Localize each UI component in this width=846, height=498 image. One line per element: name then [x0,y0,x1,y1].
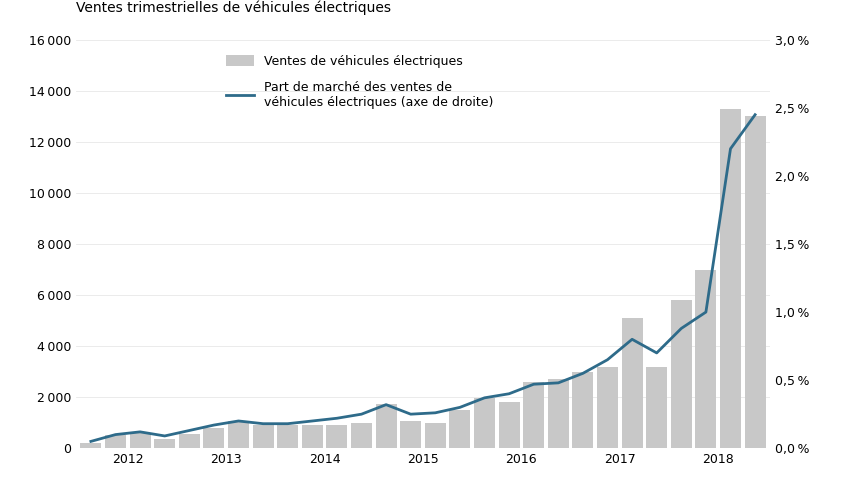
Bar [548,379,569,448]
Bar [154,439,175,448]
Bar [498,402,519,448]
Bar [695,269,717,448]
Legend: Ventes de véhicules électriques, Part de marché des ventes de
véhicules électriq: Ventes de véhicules électriques, Part de… [221,50,498,114]
Bar [646,367,667,448]
Bar [720,109,741,448]
Bar [203,428,224,448]
Bar [573,372,593,448]
Bar [253,425,273,448]
Bar [129,433,151,448]
Bar [425,423,446,448]
Bar [744,117,766,448]
Bar [105,435,126,448]
Bar [671,300,692,448]
Bar [228,421,249,448]
Bar [474,398,495,448]
Bar [302,425,323,448]
Bar [597,367,618,448]
Bar [277,425,298,448]
Bar [351,423,372,448]
Bar [400,421,421,448]
Text: Ventes trimestrielles de véhicules électriques: Ventes trimestrielles de véhicules élect… [76,1,391,15]
Bar [179,434,200,448]
Bar [622,318,643,448]
Bar [523,382,544,448]
Bar [327,425,348,448]
Bar [80,443,102,448]
Bar [449,410,470,448]
Bar [376,403,397,448]
